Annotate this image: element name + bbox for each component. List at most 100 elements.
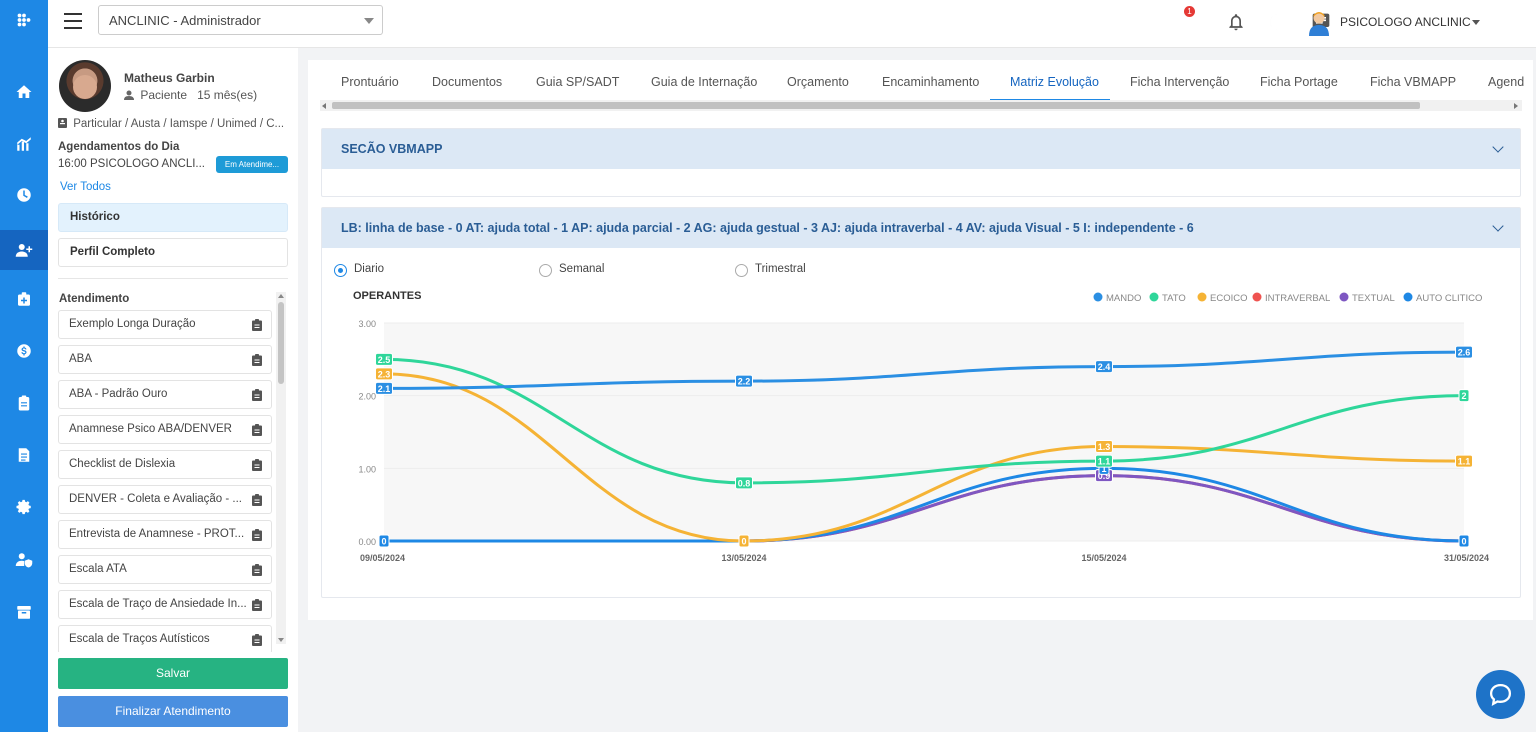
moon-icon[interactable] bbox=[1266, 12, 1288, 34]
legend-marker[interactable] bbox=[1403, 292, 1413, 302]
context-select[interactable]: ANCLINIC - Administrador bbox=[98, 5, 383, 35]
user-name[interactable]: PSICOLOGO ANCLINIC bbox=[1340, 15, 1471, 29]
clipboard-icon[interactable] bbox=[252, 459, 262, 471]
scroll-right-icon[interactable] bbox=[1514, 103, 1518, 109]
legend-label[interactable]: MANDO bbox=[1106, 293, 1141, 304]
finalize-button[interactable]: Finalizar Atendimento bbox=[58, 696, 288, 727]
atendimento-item[interactable]: Escala ATA bbox=[58, 555, 272, 584]
scroll-up-icon[interactable] bbox=[278, 294, 284, 298]
money-icon[interactable] bbox=[0, 331, 48, 371]
evolution-section-header[interactable]: LB: linha de base - 0 AT: ajuda total - … bbox=[322, 208, 1520, 248]
radio-icon[interactable] bbox=[735, 264, 748, 277]
box-icon[interactable] bbox=[0, 592, 48, 632]
period-option-trimestral[interactable]: Trimestral bbox=[735, 263, 806, 277]
tab-guia-sp-sadt[interactable]: Guia SP/SADT bbox=[536, 75, 620, 89]
data-label-box bbox=[735, 374, 753, 388]
radio-icon[interactable] bbox=[539, 264, 552, 277]
clipboard-icon[interactable] bbox=[252, 389, 262, 401]
patient-sidebar: Matheus Garbin Paciente 15 mês(es) Parti… bbox=[48, 48, 298, 732]
scroll-down-icon[interactable] bbox=[278, 638, 284, 642]
clipboard-icon[interactable] bbox=[252, 564, 262, 576]
apps-icon[interactable] bbox=[0, 0, 48, 40]
home-icon[interactable] bbox=[0, 72, 48, 112]
patient-type: Paciente 15 mês(es) bbox=[124, 88, 257, 102]
vbmapp-section-header[interactable]: SECÃO VBMAPP bbox=[322, 129, 1520, 169]
save-button[interactable]: Salvar bbox=[58, 658, 288, 689]
clock-icon[interactable] bbox=[0, 175, 48, 215]
atendimento-item-label: Escala de Traços Autísticos bbox=[69, 633, 210, 645]
user-shield-icon[interactable] bbox=[0, 540, 48, 580]
series-line-mando bbox=[382, 350, 1466, 390]
analytics-icon[interactable] bbox=[0, 124, 48, 164]
ver-todos-link[interactable]: Ver Todos bbox=[60, 181, 111, 193]
scroll-left-icon[interactable] bbox=[322, 103, 326, 109]
radio-icon[interactable] bbox=[334, 264, 347, 277]
legend-label[interactable]: INTRAVERBAL bbox=[1265, 293, 1330, 304]
tab-guia-de-interna-o[interactable]: Guia de Internação bbox=[651, 75, 758, 89]
period-option-diario[interactable]: Diario bbox=[334, 263, 384, 277]
agenda-item[interactable]: 16:00 PSICOLOGO ANCLI... bbox=[58, 158, 206, 170]
chevron-down-icon[interactable] bbox=[1472, 20, 1480, 25]
y-tick-label: 3.00 bbox=[358, 319, 376, 329]
atendimento-item[interactable]: Checklist de Dislexia bbox=[58, 450, 272, 479]
historico-button[interactable]: Histórico bbox=[58, 203, 288, 232]
atendimento-item-label: Exemplo Longa Duração bbox=[69, 318, 196, 330]
x-tick-label: 15/05/2024 bbox=[1081, 553, 1126, 563]
atendimento-item[interactable]: Anamnese Psico ABA/DENVER bbox=[58, 415, 272, 444]
legend-label[interactable]: TATO bbox=[1162, 293, 1186, 304]
legend-label[interactable]: AUTO CLITICO bbox=[1416, 293, 1482, 304]
person-icon bbox=[124, 90, 134, 100]
clipboard-icon[interactable] bbox=[252, 424, 262, 436]
data-label: 2.1 bbox=[378, 384, 391, 394]
chevron-down-icon bbox=[364, 18, 374, 24]
tabs-scrollbar-thumb[interactable] bbox=[332, 102, 1420, 109]
perfil-completo-button[interactable]: Perfil Completo bbox=[58, 238, 288, 267]
add-user-icon[interactable] bbox=[0, 230, 48, 270]
legend-marker[interactable] bbox=[1093, 292, 1103, 302]
atendimento-item[interactable]: Exemplo Longa Duração bbox=[58, 310, 272, 339]
atendimento-item[interactable]: ABA bbox=[58, 345, 272, 374]
atendimento-item[interactable]: Escala de Traços Autísticos bbox=[58, 625, 272, 652]
chevron-down-icon[interactable] bbox=[1492, 141, 1504, 153]
clipboard-icon[interactable] bbox=[252, 319, 262, 331]
legend-marker[interactable] bbox=[1339, 292, 1349, 302]
chevron-down-icon[interactable] bbox=[1492, 220, 1504, 232]
scrollbar-thumb[interactable] bbox=[278, 302, 284, 384]
tab-agend[interactable]: Agend bbox=[1488, 75, 1525, 89]
document-icon[interactable] bbox=[0, 435, 48, 475]
data-label: 1 bbox=[1101, 464, 1106, 474]
atendimento-item[interactable]: Escala de Traço de Ansiedade In... bbox=[58, 590, 272, 619]
clipboard-icon[interactable] bbox=[252, 494, 262, 506]
clipboard-icon[interactable] bbox=[0, 383, 48, 423]
tab-ficha-vbmapp[interactable]: Ficha VBMAPP bbox=[1370, 75, 1457, 89]
menu-icon[interactable] bbox=[64, 13, 82, 29]
settings-icon[interactable] bbox=[0, 487, 48, 527]
tab-or-amento[interactable]: Orçamento bbox=[787, 75, 849, 89]
medical-kit-icon[interactable] bbox=[0, 279, 48, 319]
tab-matriz-evolu-o[interactable]: Matriz Evolução bbox=[1010, 75, 1099, 89]
legend-marker[interactable] bbox=[1252, 292, 1262, 302]
atendimento-item[interactable]: DENVER - Coleta e Avaliação - ... bbox=[58, 485, 272, 514]
tab-ficha-interven-o[interactable]: Ficha Intervenção bbox=[1130, 75, 1230, 89]
legend-label[interactable]: ECOICO bbox=[1210, 293, 1247, 304]
clipboard-icon[interactable] bbox=[252, 354, 262, 366]
clipboard-icon[interactable] bbox=[252, 599, 262, 611]
chat-support-button[interactable] bbox=[1476, 670, 1525, 719]
atendimento-item[interactable]: ABA - Padrão Ouro bbox=[58, 380, 272, 409]
tab-ficha-portage[interactable]: Ficha Portage bbox=[1260, 75, 1338, 89]
atendimento-scrollbar[interactable] bbox=[276, 292, 286, 644]
tab-prontu-rio[interactable]: Prontuário bbox=[341, 75, 399, 89]
atendimento-item[interactable]: Entrevista de Anamnese - PROT... bbox=[58, 520, 272, 549]
clipboard-icon[interactable] bbox=[252, 634, 262, 646]
tab-documentos[interactable]: Documentos bbox=[432, 75, 503, 89]
patient-convenios: Particular / Austa / Iamspe / Unimed / C… bbox=[58, 118, 293, 130]
legend-marker[interactable] bbox=[1197, 292, 1207, 302]
vbmapp-section-title: SECÃO VBMAPP bbox=[341, 142, 443, 156]
bell-icon[interactable] bbox=[1226, 12, 1248, 34]
clipboard-icon[interactable] bbox=[252, 529, 262, 541]
user-avatar[interactable] bbox=[1308, 10, 1330, 36]
legend-label[interactable]: TEXTUAL bbox=[1352, 293, 1395, 304]
legend-marker[interactable] bbox=[1149, 292, 1159, 302]
tab-encaminhamento[interactable]: Encaminhamento bbox=[882, 75, 980, 89]
period-option-semanal[interactable]: Semanal bbox=[539, 263, 604, 277]
